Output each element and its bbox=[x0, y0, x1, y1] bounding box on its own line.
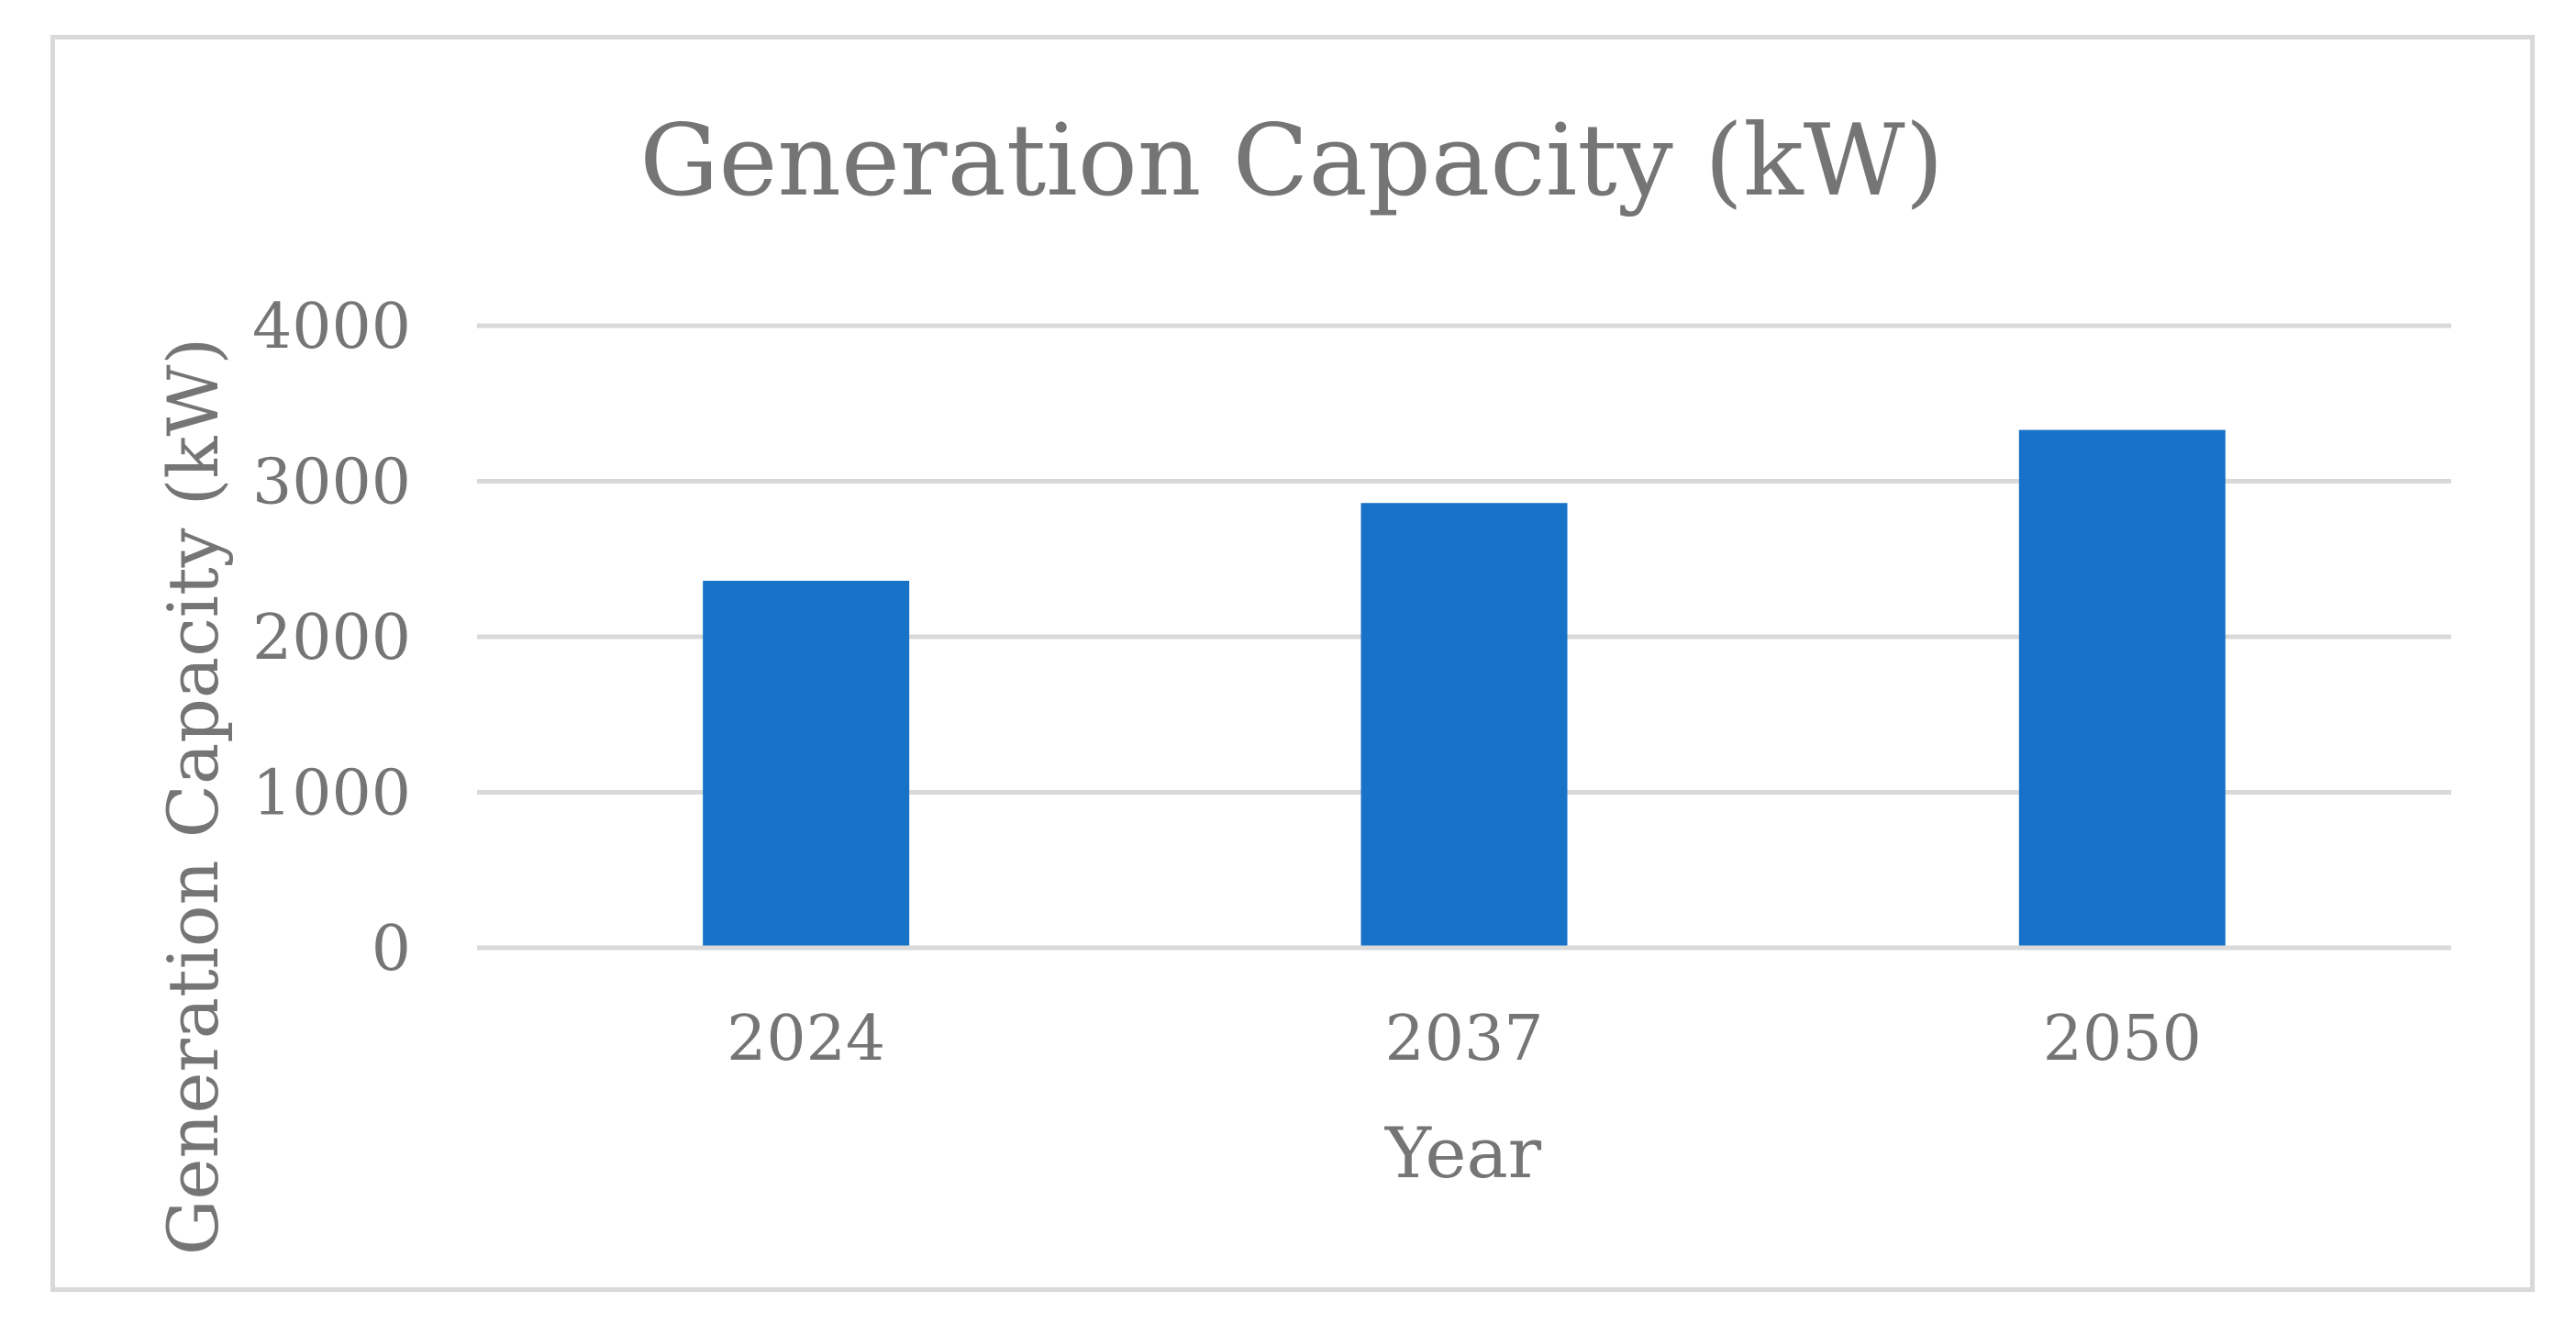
bar-2037 bbox=[1360, 503, 1568, 948]
x-axis-label: Year bbox=[1384, 1112, 1542, 1194]
y-tick-labels: 0 1000 2000 3000 4000 bbox=[252, 291, 411, 985]
chart-title: Generation Capacity (kW) bbox=[639, 104, 1944, 218]
x-tick-labels: 2024 2037 2050 bbox=[727, 1003, 2202, 1075]
y-tick-label: 4000 bbox=[252, 291, 411, 363]
bar-2024 bbox=[703, 580, 910, 948]
x-tick-label: 2037 bbox=[1384, 1003, 1543, 1075]
bars bbox=[477, 429, 2451, 951]
y-tick-label: 3000 bbox=[252, 447, 411, 519]
bar-2050 bbox=[2018, 429, 2226, 948]
y-tick-label: 2000 bbox=[252, 602, 411, 674]
y-axis-label: Generation Capacity (kW) bbox=[152, 338, 234, 1255]
x-tick-label: 2024 bbox=[727, 1003, 885, 1075]
x-tick-label: 2050 bbox=[2043, 1003, 2202, 1075]
y-tick-label: 1000 bbox=[252, 758, 411, 830]
y-tick-label: 0 bbox=[372, 913, 411, 985]
